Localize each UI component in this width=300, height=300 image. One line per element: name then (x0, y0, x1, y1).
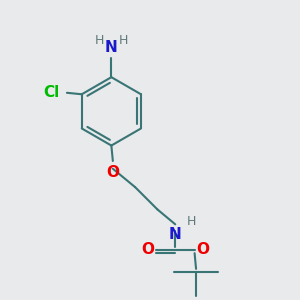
Text: N: N (105, 40, 118, 55)
Text: N: N (169, 227, 182, 242)
Text: O: O (106, 165, 119, 180)
Text: H: H (187, 215, 196, 228)
Text: H: H (118, 34, 128, 47)
Text: O: O (142, 242, 154, 257)
Text: O: O (196, 242, 209, 257)
Text: H: H (95, 34, 104, 47)
Text: Cl: Cl (43, 85, 59, 100)
